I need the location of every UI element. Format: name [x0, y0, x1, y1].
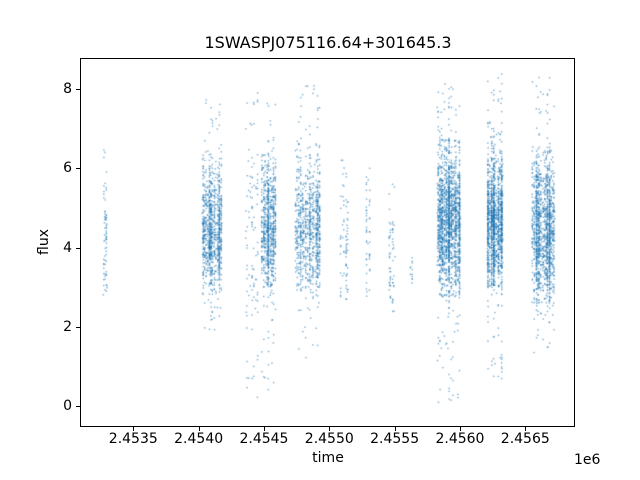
x-tick-label: 2.4560: [435, 431, 485, 447]
x-tick-label: 2.4535: [108, 431, 158, 447]
y-tick-mark: [76, 327, 80, 328]
y-tick-label: 0: [63, 398, 72, 414]
x-tick-mark: [199, 427, 200, 432]
plot-title: 1SWASPJ075116.64+301645.3: [204, 33, 452, 52]
y-tick-mark: [76, 406, 80, 407]
x-tick-label: 2.4565: [500, 431, 550, 447]
y-tick-label: 2: [63, 318, 72, 335]
x-tick-mark: [525, 427, 526, 432]
x-tick-mark: [460, 427, 461, 432]
y-tick-label: 4: [63, 239, 72, 256]
y-tick-mark: [76, 248, 80, 249]
x-tick-mark: [395, 427, 396, 432]
y-axis-label: flux: [36, 229, 52, 255]
x-tick-mark: [264, 427, 265, 432]
x-tick-mark: [133, 427, 134, 432]
y-tick-label: 8: [63, 81, 72, 98]
x-tick-label: 2.4540: [174, 431, 224, 447]
x-axis-label: time: [312, 450, 344, 466]
x-axis-offset-text: 1e6: [574, 452, 601, 468]
y-tick-label: 6: [63, 160, 72, 177]
x-tick-mark: [329, 427, 330, 432]
x-tick-label: 2.4545: [239, 431, 289, 447]
y-tick-mark: [76, 89, 80, 90]
x-tick-label: 2.4550: [304, 431, 354, 447]
y-tick-mark: [76, 168, 80, 169]
x-tick-label: 2.4555: [370, 431, 420, 447]
